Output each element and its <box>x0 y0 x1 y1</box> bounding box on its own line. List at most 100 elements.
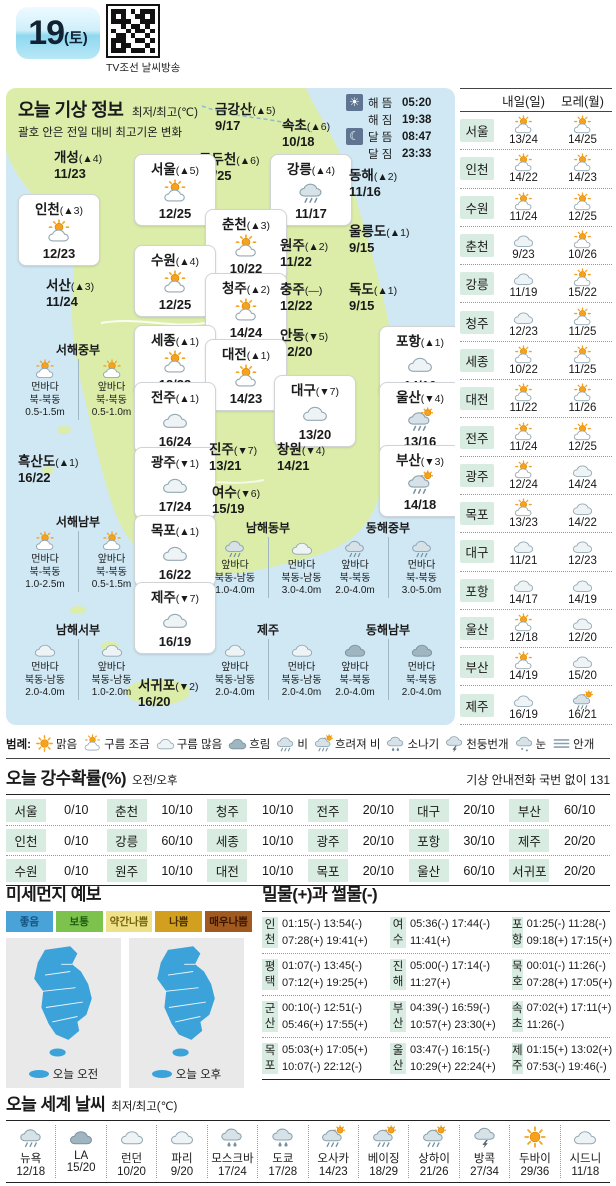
temp-change: (▲4) <box>175 256 200 268</box>
precip-value: 10/10 <box>262 803 294 817</box>
legend-item: 구름 많음 <box>156 734 222 753</box>
sea-area: 앞바다 <box>221 662 249 673</box>
city-temps: 12/25 <box>158 206 192 221</box>
tide-entry: 울 산 03:47(-) 16:15(-) 10:29(+) 22:24(+) <box>390 1042 512 1075</box>
day-after-temps: 12/23 <box>568 555 597 568</box>
legend-item: 눈 <box>515 734 546 753</box>
city-seogwipo: 서귀포(▼2) 16/20 <box>138 674 199 709</box>
forecast-city-label: 광주 <box>460 463 494 487</box>
sea-zone-seohae-nambu: 서해남부 먼바다 북-북동 1.0-2.5m 앞바다 북-북동 0.5-1.5m <box>12 513 144 592</box>
tomorrow-temps: 16/19 <box>509 708 538 721</box>
precip-pair: 전주 20/10 <box>308 798 409 822</box>
city-busan: 부산(▼3) 14/18 <box>379 445 455 517</box>
wind-direction: 북동-남동 <box>214 572 256 584</box>
precip-pair: 인천 0/10 <box>6 829 107 852</box>
city-name: 제주(▼7) <box>150 590 200 605</box>
sea-area: 먼바다 <box>287 560 316 571</box>
partly-icon <box>513 192 534 213</box>
city-temps: 16/22 <box>18 470 51 485</box>
city-yeosu: 여수(▼6) 15/19 <box>212 481 260 516</box>
cloud-icon <box>302 400 328 426</box>
partly-icon <box>513 383 534 404</box>
wave-height: 1.0-2.5m <box>25 579 65 590</box>
city-name: 대구(▼7) <box>290 383 340 398</box>
tide-times: 01:07(-) 13:45(-) 07:12(+) 19:25(+) <box>282 960 368 989</box>
precip-pair: 서울 0/10 <box>6 798 107 822</box>
wave-height: 2.0-4.0m <box>335 687 375 698</box>
city-name: 창원(▼4) <box>277 442 326 457</box>
temp-change: (▲1) <box>386 227 410 239</box>
precip-city: 강릉 <box>106 829 147 852</box>
map-title-block: 오늘 기상 정보 최저/최고(℃) 괄호 안은 전일 대비 최고기온 변화 <box>18 96 348 140</box>
precip-pair: 청주 10/10 <box>207 798 308 822</box>
temp-change: (▼1) <box>175 458 200 470</box>
tomorrow-temps: 9/23 <box>512 249 535 262</box>
legend-label: 흐려져 비 <box>334 738 381 751</box>
city-temps: 14/24 <box>229 325 263 340</box>
tide-entry: 부 산 04:39(-) 16:59(-) 10:57(+) 23:30(+) <box>390 1000 512 1033</box>
cloud-icon <box>162 472 188 498</box>
wave-height: 0.5-1.5m <box>91 579 132 590</box>
city-name: 진주(▼7) <box>209 442 258 457</box>
tide-times: 00:01(-) 11:26(-) 07:28(+) 17:05(+) <box>526 960 613 989</box>
precip-value: 20/10 <box>463 803 495 817</box>
world-city: 모스크바 17/24 <box>206 1125 257 1178</box>
tide-times: 01:15(-) 13:54(-) 07:28(+) 19:41(+) <box>282 918 368 947</box>
partly-icon <box>572 383 593 404</box>
fine-dust-section: 미세먼지 예보 좋음 보통 약간나쁨 나쁨 매우나쁨 오늘 오전 오늘 오후 <box>6 880 252 1088</box>
world-city-name: 도쿄 <box>272 1153 294 1165</box>
city-temps: 14/18 <box>403 497 437 512</box>
legend-item: 구름 조금 <box>83 734 150 753</box>
tide-title: 밀물(+)과 썰물(-) <box>262 885 378 904</box>
day-after-temps: 12/20 <box>568 632 597 644</box>
forecast-row: 대전 11/22 11/26 <box>460 380 612 419</box>
sea-zone-title: 남해동부 <box>245 521 291 535</box>
city-name: 안동(▼5) <box>280 328 329 343</box>
dust-good-blob-icon <box>28 1070 49 1078</box>
wave-height: 0.5-1.0m <box>91 407 132 418</box>
city-chuncheon: 춘천(▲3) 10/22 <box>205 209 287 281</box>
forecast-city-label: 목포 <box>460 502 494 526</box>
world-city-name: 베이징 <box>367 1153 400 1165</box>
city-donghae: 동해(▲2) 11/16 <box>349 164 397 199</box>
wind-direction: 북-북동 <box>406 572 437 584</box>
forecast-city-label: 포항 <box>460 578 494 602</box>
precip-row: 수원 0/10 원주 10/10 대전 10/10 목포 20/10 울산 60/10 서귀포 20/… <box>6 855 610 885</box>
cloud-icon <box>291 537 313 559</box>
dust-level-보통: 보통 <box>55 911 103 932</box>
forecast-column-header: 내일(일) 모레(월) <box>460 88 612 112</box>
city-name: 춘천(▲3) <box>221 217 271 232</box>
sea-area: 먼바다 <box>407 662 436 673</box>
legend-label: 천둥번개 <box>466 738 509 751</box>
temp-change: (▲4) <box>78 153 103 165</box>
city-suwon: 수원(▲4) 12/25 <box>134 245 216 317</box>
city-ulleungdo: 울릉도(▲1) 9/15 <box>349 220 410 255</box>
city-temps: 11/24 <box>46 294 78 309</box>
wind-direction: 북동-남동 <box>281 572 322 584</box>
precip-city: 세종 <box>207 829 248 852</box>
temp-change: (▼4) <box>301 445 326 457</box>
world-city-temps: 27/34 <box>470 1166 499 1178</box>
city-sokcho: 속초(▲6) 10/18 <box>282 114 330 149</box>
day-after-temps: 15/22 <box>568 287 597 300</box>
world-city-temps: 17/28 <box>268 1166 298 1178</box>
city-temps: 13/21 <box>209 458 242 473</box>
city-temps: 9/17 <box>215 118 241 133</box>
world-city: 시드니 11/18 <box>559 1125 610 1178</box>
world-city-name: LA <box>74 1150 89 1162</box>
tide-times: 05:36(-) 17:44(-) 11:41(+) <box>410 918 491 947</box>
precip-city: 부산 <box>509 798 550 822</box>
sun-moon-row: ☀ 해 뜸 05:20 <box>346 94 431 111</box>
legend-label: 구름 조금 <box>104 738 150 751</box>
city-daejeon: 대전(▲1) 14/23 <box>205 339 287 411</box>
world-subtitle: 최저/최고(℃) <box>111 1101 178 1113</box>
precip-city: 목포 <box>308 859 349 882</box>
tide-entry: 평 택 01:07(-) 13:45(-) 07:12(+) 19:25(+) <box>262 958 390 991</box>
legend-label: 비 <box>297 738 308 751</box>
wind-direction: 북동-남동 <box>281 674 322 686</box>
city-name: 광주(▼1) <box>150 455 200 470</box>
city-temps: 10/22 <box>229 261 263 276</box>
cloud-icon <box>156 734 175 753</box>
